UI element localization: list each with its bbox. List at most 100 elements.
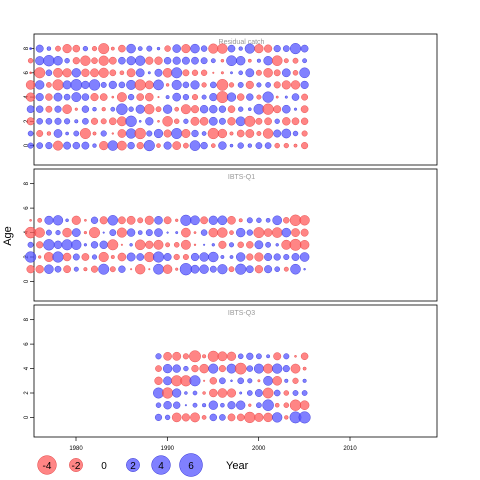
residual-bubble (83, 267, 88, 272)
residual-bubble (228, 82, 235, 88)
residual-bubble (190, 264, 200, 274)
residual-bubble (300, 352, 309, 361)
residual-bubble (245, 265, 254, 274)
residual-bubble (299, 252, 310, 262)
residual-bubble (199, 264, 209, 274)
residual-bubble (245, 129, 255, 138)
residual-bubble (90, 68, 99, 78)
residual-bubble (117, 252, 127, 262)
residual-bubble (283, 390, 290, 396)
residual-bubble (264, 117, 272, 126)
residual-bubble (145, 92, 154, 102)
residual-bubble (282, 45, 290, 52)
residual-bubble (27, 241, 34, 248)
residual-bubble (237, 81, 244, 88)
residual-bubble (172, 364, 181, 373)
residual-bubble (302, 378, 307, 383)
panel-1: Residual catch02468 (24, 33, 438, 166)
residual-bubble (116, 103, 128, 115)
residual-bubble (25, 251, 37, 263)
residual-bubble (208, 116, 218, 126)
residual-bubble (166, 231, 169, 234)
residual-bubble (219, 414, 226, 421)
residual-bubble (61, 239, 73, 251)
residual-bubble (208, 43, 219, 54)
residual-bubble (199, 117, 209, 126)
residual-bubble (157, 96, 160, 99)
residual-bubble (191, 94, 199, 101)
residual-bubble (118, 216, 126, 225)
residual-bubble (275, 95, 279, 99)
residual-bubble (29, 47, 32, 50)
residual-bubble (262, 387, 274, 399)
residual-bubble (289, 43, 302, 55)
residual-bubble (227, 413, 236, 422)
residual-bubble (226, 92, 237, 102)
residual-bubble (263, 363, 273, 374)
residual-bubble (217, 388, 228, 398)
residual-bubble (263, 228, 273, 237)
residual-bubble (91, 46, 98, 52)
residual-bubble (207, 350, 219, 362)
residual-bubble (72, 44, 81, 53)
residual-bubble (155, 353, 162, 360)
residual-bubble (146, 130, 153, 137)
residual-bubble (245, 80, 254, 89)
residual-bubble (36, 118, 43, 125)
residual-bubble (283, 402, 290, 408)
residual-bubble (264, 265, 273, 274)
residual-bubble (155, 402, 162, 408)
residual-bubble (165, 95, 170, 100)
residual-bubble (137, 46, 143, 51)
residual-bubble (45, 105, 53, 113)
residual-bubble (81, 253, 90, 261)
residual-bubble (55, 45, 61, 52)
residual-bubble (239, 391, 243, 395)
x-tick-label: 2010 (343, 446, 357, 452)
residual-bubble (73, 130, 80, 137)
residual-bubble (210, 58, 216, 64)
residual-bubble (183, 118, 189, 124)
residual-bubble (181, 44, 191, 54)
residual-bubble (272, 215, 282, 226)
residual-bubble (191, 129, 199, 138)
residual-bubble (26, 105, 35, 113)
residual-bubble (192, 402, 198, 408)
residual-bubble (173, 401, 181, 409)
residual-bubble (235, 263, 247, 275)
residual-bubble (108, 80, 117, 89)
residual-bubble (217, 128, 228, 139)
residual-bubble (92, 131, 97, 136)
residual-bubble (174, 118, 180, 124)
residual-bubble (200, 57, 208, 65)
residual-bubble (290, 263, 301, 275)
residual-bubble (229, 143, 234, 148)
residual-bubble (36, 130, 44, 137)
residual-bubble (236, 56, 246, 66)
residual-bubble (202, 391, 206, 395)
residual-bubble (144, 251, 155, 263)
residual-bubble (298, 411, 311, 424)
residual-bubble (81, 93, 90, 101)
residual-bubble (273, 129, 282, 138)
residual-bubble (34, 227, 45, 238)
residual-bubble (300, 44, 309, 53)
residual-bubble (148, 268, 151, 271)
residual-bubble (46, 131, 52, 136)
residual-bubble (82, 118, 89, 125)
residual-bubble (120, 243, 123, 246)
residual-bubble (236, 227, 246, 238)
residual-bubble (182, 69, 190, 77)
panel-title: IBTS-Q3 (228, 310, 255, 317)
legend-label: -2 (72, 461, 81, 472)
residual-bubble (175, 231, 179, 235)
residual-bubble (118, 81, 126, 89)
x-tick-label: 1980 (69, 446, 83, 452)
residual-bubble (45, 142, 53, 150)
residual-bubble (271, 227, 283, 238)
residual-bubble (289, 238, 302, 251)
residual-bubble (175, 267, 179, 271)
residual-bubble (235, 116, 246, 127)
residual-bubble (209, 377, 217, 385)
